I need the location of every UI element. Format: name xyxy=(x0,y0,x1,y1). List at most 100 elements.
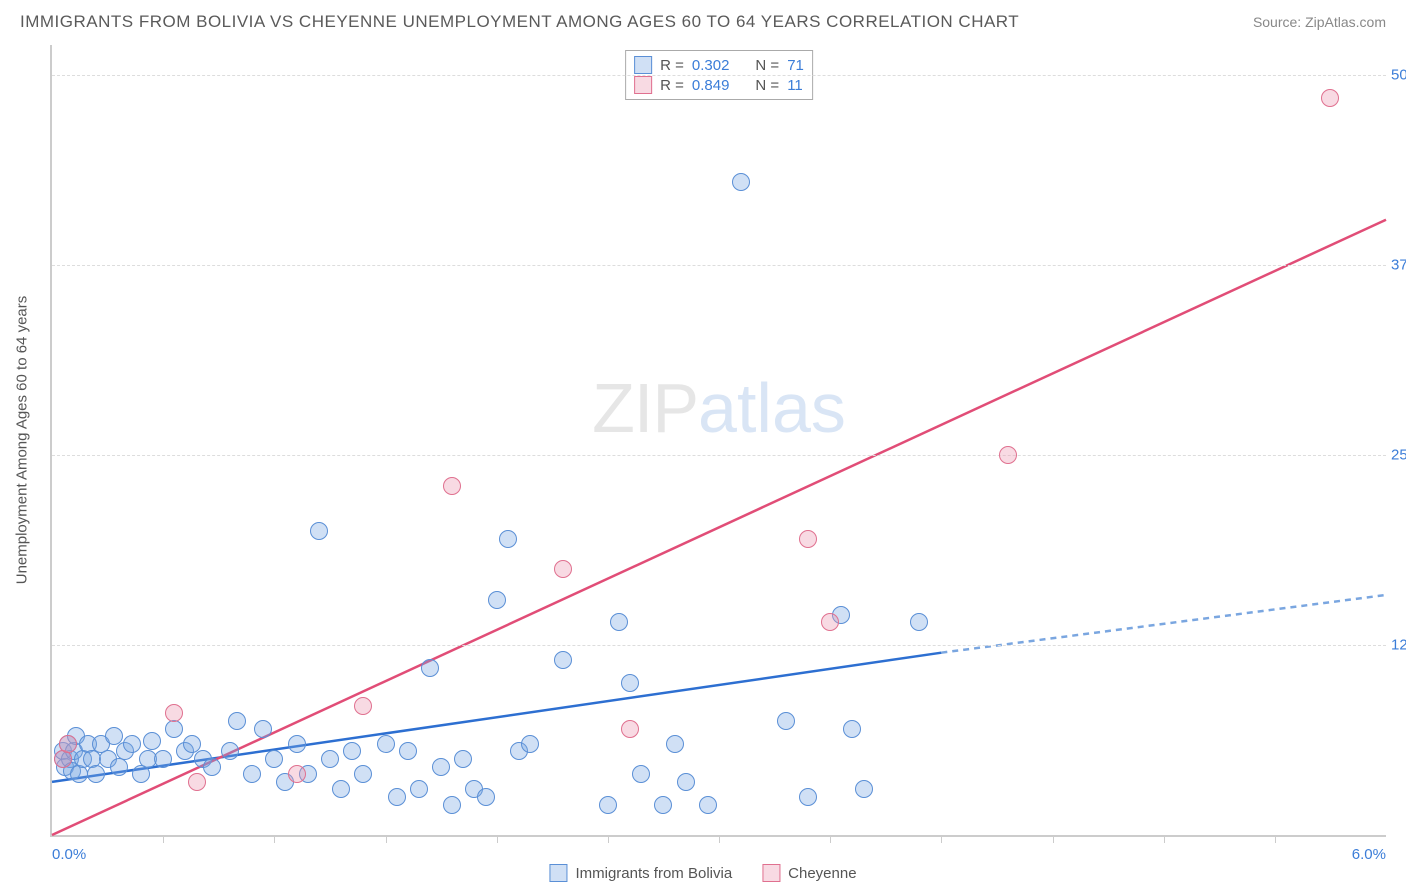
data-point xyxy=(521,735,539,753)
data-point xyxy=(410,780,428,798)
data-point xyxy=(432,758,450,776)
n-label: N = xyxy=(755,77,779,94)
data-point xyxy=(799,530,817,548)
data-point xyxy=(243,765,261,783)
data-point xyxy=(910,613,928,631)
trend-lines xyxy=(52,45,1386,835)
n-value: 11 xyxy=(787,77,803,94)
data-point xyxy=(70,765,88,783)
legend-swatch xyxy=(634,76,652,94)
data-point xyxy=(59,735,77,753)
data-point xyxy=(203,758,221,776)
data-point xyxy=(377,735,395,753)
n-value: 71 xyxy=(787,57,804,74)
x-tick xyxy=(386,835,387,843)
legend-item: Immigrants from Bolivia xyxy=(549,864,732,882)
data-point xyxy=(54,750,72,768)
gridline xyxy=(52,75,1386,76)
data-point xyxy=(310,522,328,540)
data-point xyxy=(288,735,306,753)
gridline xyxy=(52,265,1386,266)
x-tick xyxy=(830,835,831,843)
data-point xyxy=(421,659,439,677)
legend-swatch xyxy=(634,56,652,74)
y-tick-label: 37.5% xyxy=(1391,257,1406,274)
data-point xyxy=(399,742,417,760)
data-point xyxy=(699,796,717,814)
x-tick xyxy=(497,835,498,843)
data-point xyxy=(354,765,372,783)
y-tick-label: 50.0% xyxy=(1391,67,1406,84)
chart-title: IMMIGRANTS FROM BOLIVIA VS CHEYENNE UNEM… xyxy=(20,12,1019,32)
legend-item: Cheyenne xyxy=(762,864,856,882)
legend-swatch xyxy=(549,864,567,882)
y-tick-label: 25.0% xyxy=(1391,447,1406,464)
data-point xyxy=(221,742,239,760)
y-axis-title: Unemployment Among Ages 60 to 64 years xyxy=(14,296,31,585)
data-point xyxy=(443,477,461,495)
data-point xyxy=(488,591,506,609)
data-point xyxy=(599,796,617,814)
r-value: 0.302 xyxy=(692,57,730,74)
x-tick xyxy=(1164,835,1165,843)
data-point xyxy=(123,735,141,753)
y-tick-label: 12.5% xyxy=(1391,637,1406,654)
data-point xyxy=(188,773,206,791)
data-point xyxy=(332,780,350,798)
data-point xyxy=(454,750,472,768)
x-tick xyxy=(1275,835,1276,843)
data-point xyxy=(632,765,650,783)
data-point xyxy=(254,720,272,738)
legend-row: R = 0.849 N = 11 xyxy=(634,75,804,95)
data-point xyxy=(87,765,105,783)
data-point xyxy=(443,796,461,814)
data-point xyxy=(165,704,183,722)
data-point xyxy=(999,446,1017,464)
data-point xyxy=(143,732,161,750)
x-tick xyxy=(1053,835,1054,843)
x-tick xyxy=(719,835,720,843)
scatter-chart: Unemployment Among Ages 60 to 64 years Z… xyxy=(50,45,1386,837)
data-point xyxy=(855,780,873,798)
legend-label: Immigrants from Bolivia xyxy=(575,865,732,882)
legend-swatch xyxy=(762,864,780,882)
gridline xyxy=(52,645,1386,646)
x-tick xyxy=(274,835,275,843)
x-tick xyxy=(941,835,942,843)
data-point xyxy=(343,742,361,760)
data-point xyxy=(732,173,750,191)
series-legend: Immigrants from Bolivia Cheyenne xyxy=(549,864,856,882)
data-point xyxy=(228,712,246,730)
data-point xyxy=(321,750,339,768)
data-point xyxy=(621,720,639,738)
data-point xyxy=(677,773,695,791)
legend-row: R = 0.302 N = 71 xyxy=(634,55,804,75)
header: IMMIGRANTS FROM BOLIVIA VS CHEYENNE UNEM… xyxy=(0,0,1406,32)
x-axis-max-label: 6.0% xyxy=(1352,846,1386,863)
data-point xyxy=(554,560,572,578)
data-point xyxy=(777,712,795,730)
data-point xyxy=(154,750,172,768)
gridline xyxy=(52,455,1386,456)
n-label: N = xyxy=(755,57,779,74)
r-value: 0.849 xyxy=(692,77,730,94)
data-point xyxy=(821,613,839,631)
data-point xyxy=(610,613,628,631)
data-point xyxy=(1321,89,1339,107)
r-label: R = xyxy=(660,77,684,94)
data-point xyxy=(388,788,406,806)
source-label: Source: ZipAtlas.com xyxy=(1253,14,1386,30)
r-label: R = xyxy=(660,57,684,74)
x-axis-min-label: 0.0% xyxy=(52,846,86,863)
x-tick xyxy=(163,835,164,843)
data-point xyxy=(554,651,572,669)
data-point xyxy=(477,788,495,806)
x-tick xyxy=(608,835,609,843)
data-point xyxy=(799,788,817,806)
legend-label: Cheyenne xyxy=(788,865,856,882)
data-point xyxy=(843,720,861,738)
data-point xyxy=(499,530,517,548)
data-point xyxy=(265,750,283,768)
data-point xyxy=(621,674,639,692)
data-point xyxy=(654,796,672,814)
